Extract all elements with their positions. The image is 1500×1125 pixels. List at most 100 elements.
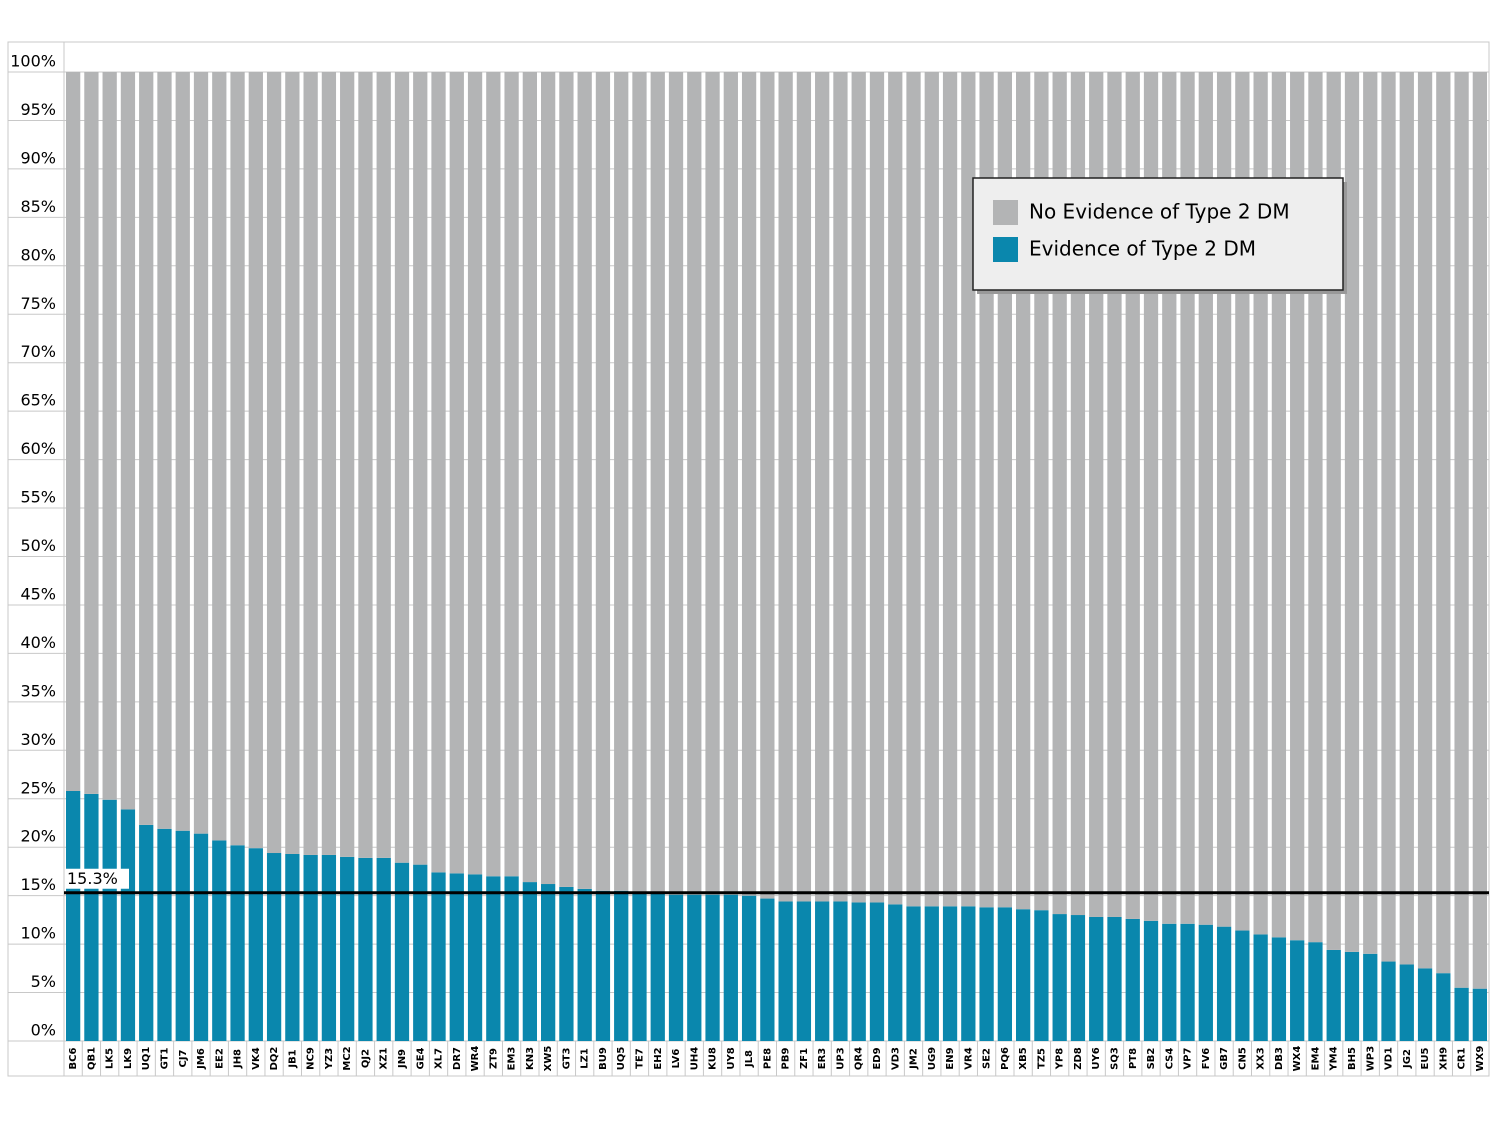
bar-segment xyxy=(193,833,209,1041)
legend-label: No Evidence of Type 2 DM xyxy=(1029,200,1290,224)
legend-box xyxy=(972,177,1344,291)
bar-segment xyxy=(1052,914,1067,1041)
x-tick-label: UP3 xyxy=(835,1047,846,1069)
bar-segment xyxy=(358,72,373,858)
x-tick-label: ZF1 xyxy=(799,1048,810,1069)
bar-segment xyxy=(632,891,647,1041)
bar-segment xyxy=(522,72,537,883)
bar-segment xyxy=(175,72,190,831)
x-tick-label: SB2 xyxy=(1146,1048,1157,1070)
x-tick-label: BC6 xyxy=(68,1048,79,1070)
bar-segment xyxy=(577,888,592,1041)
bar-segment xyxy=(1034,910,1049,1041)
reference-label-bg xyxy=(65,868,129,889)
bar-segment xyxy=(541,884,556,1041)
bar-segment xyxy=(431,872,446,1041)
y-tick-label: 30% xyxy=(20,730,56,749)
x-tick-label: VK4 xyxy=(251,1047,262,1069)
x-tick-label: GT1 xyxy=(159,1048,170,1070)
bar-segment xyxy=(1143,920,1159,1041)
bar-segment xyxy=(723,894,738,1041)
x-tick-label: BH5 xyxy=(1347,1047,1358,1070)
x-tick-label: WR4 xyxy=(470,1046,481,1072)
bar-segment xyxy=(559,886,574,1041)
bar-segment xyxy=(84,72,99,794)
bar-segment xyxy=(340,72,355,857)
x-tick-label: FV6 xyxy=(1201,1048,1212,1070)
bar-segment xyxy=(668,72,684,895)
y-tick-label: 80% xyxy=(20,245,56,264)
bar-segment xyxy=(1381,72,1396,962)
x-tick-label: WX4 xyxy=(1292,1046,1303,1072)
bar-segment xyxy=(614,890,629,1041)
bar-segment xyxy=(961,72,976,907)
bar-segment xyxy=(120,72,136,810)
bar-segment xyxy=(668,894,684,1041)
bar-segment xyxy=(66,72,81,791)
x-tick-label: GB7 xyxy=(1219,1047,1230,1070)
x-tick-label: XZ1 xyxy=(379,1048,390,1070)
bar-segment xyxy=(778,901,793,1041)
x-tick-label: GE4 xyxy=(415,1047,426,1069)
bar-segment xyxy=(266,72,282,854)
x-tick-label: UQ5 xyxy=(616,1047,627,1071)
bar-segment xyxy=(961,906,976,1041)
x-tick-label: YZ3 xyxy=(324,1048,335,1070)
bar-segment xyxy=(614,72,629,891)
x-tick-label: JN9 xyxy=(397,1049,408,1069)
bar-segment xyxy=(376,72,391,858)
bar-segment xyxy=(942,72,958,907)
x-tick-label: JB1 xyxy=(287,1049,298,1068)
x-tick-label: LK5 xyxy=(105,1048,116,1069)
x-tick-label: VR4 xyxy=(963,1047,974,1069)
bar-segment xyxy=(851,72,866,903)
bar-segment xyxy=(541,72,556,885)
reference-label: 15.3% xyxy=(67,869,118,888)
y-tick-label: 75% xyxy=(20,294,56,313)
bar-segment xyxy=(1472,988,1487,1041)
bar-segment xyxy=(1436,72,1451,974)
bar-segment xyxy=(467,874,483,1041)
x-tick-label: ZD8 xyxy=(1073,1047,1084,1070)
bar-segment xyxy=(559,72,574,887)
bar-segment xyxy=(796,72,812,902)
x-tick-label: QR4 xyxy=(854,1047,865,1070)
y-tick-label: 50% xyxy=(20,536,56,555)
x-tick-label: XB5 xyxy=(1018,1047,1029,1069)
bar-segment xyxy=(924,72,939,907)
bar-segment xyxy=(486,876,501,1041)
bar-segment xyxy=(248,848,263,1041)
x-tick-label: QJ2 xyxy=(360,1049,371,1068)
y-tick-label: 55% xyxy=(20,488,56,507)
bar-segment xyxy=(431,72,446,873)
bar-segment xyxy=(522,882,537,1041)
legend-label: Evidence of Type 2 DM xyxy=(1029,237,1256,261)
bar-segment xyxy=(212,72,227,841)
bar-segment xyxy=(1070,915,1086,1041)
bar-segment xyxy=(1454,72,1469,988)
bar-segment xyxy=(1198,924,1213,1041)
bar-segment xyxy=(175,830,190,1041)
bar-segment xyxy=(467,72,483,875)
bar-segment xyxy=(1344,72,1360,952)
x-tick-label: XH9 xyxy=(1438,1047,1449,1070)
x-tick-label: JH8 xyxy=(233,1049,244,1069)
y-tick-label: 10% xyxy=(20,924,56,943)
y-tick-label: 60% xyxy=(20,439,56,458)
x-tick-label: NC9 xyxy=(306,1047,317,1070)
bar-segment xyxy=(650,892,665,1041)
bar-segment xyxy=(1436,973,1451,1041)
bar-segment xyxy=(394,862,410,1041)
bar-segment xyxy=(595,890,611,1041)
bar-segment xyxy=(851,902,866,1041)
y-tick-label: 95% xyxy=(20,100,56,119)
y-tick-label: 15% xyxy=(20,875,56,894)
bar-segment xyxy=(321,854,337,1041)
x-tick-label: EE2 xyxy=(214,1048,225,1069)
x-tick-label: KU8 xyxy=(708,1047,719,1070)
x-tick-label: UH4 xyxy=(689,1047,700,1070)
bar-segment xyxy=(705,894,720,1041)
x-tick-label: UY8 xyxy=(726,1047,737,1069)
bar-segment xyxy=(449,873,464,1041)
